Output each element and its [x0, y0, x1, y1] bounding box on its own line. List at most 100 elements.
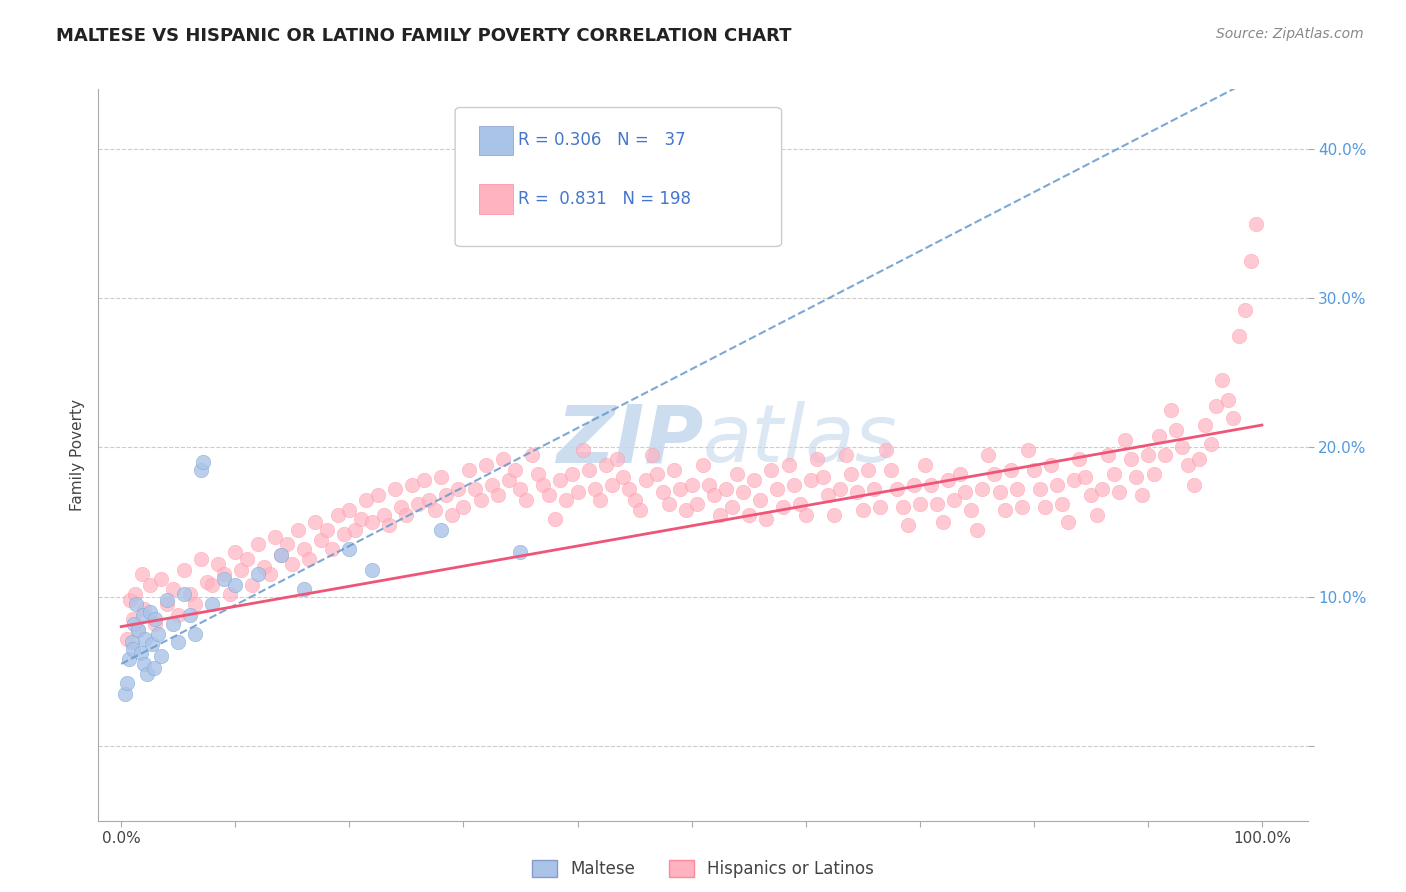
Point	[315, 523, 337, 537]
Point	[647, 467, 669, 482]
Point	[162, 616, 184, 631]
Point	[332, 527, 354, 541]
Point	[486, 488, 509, 502]
Point	[1108, 485, 1130, 500]
Point	[1097, 448, 1119, 462]
Text: MALTESE VS HISPANIC OR LATINO FAMILY POVERTY CORRELATION CHART: MALTESE VS HISPANIC OR LATINO FAMILY POV…	[56, 27, 792, 45]
Point	[1080, 488, 1102, 502]
Text: R = 0.306   N =   37: R = 0.306 N = 37	[517, 131, 686, 149]
Point	[839, 467, 862, 482]
Point	[942, 492, 965, 507]
Point	[247, 567, 270, 582]
Point	[744, 473, 766, 487]
Point	[406, 497, 429, 511]
Point	[1063, 473, 1085, 487]
Point	[1102, 467, 1125, 482]
Point	[224, 578, 246, 592]
Point	[156, 597, 179, 611]
Point	[931, 515, 953, 529]
Point	[1244, 217, 1267, 231]
Point	[145, 612, 167, 626]
Point	[132, 657, 155, 671]
Point	[309, 533, 332, 547]
Point	[326, 508, 349, 522]
Point	[789, 497, 811, 511]
Point	[1177, 458, 1199, 473]
Point	[361, 515, 384, 529]
Point	[908, 497, 931, 511]
Point	[134, 632, 156, 646]
Point	[1052, 497, 1074, 511]
Point	[652, 485, 675, 500]
Point	[1149, 428, 1171, 442]
Point	[1022, 463, 1045, 477]
Point	[395, 508, 418, 522]
Point	[498, 473, 520, 487]
Point	[1182, 477, 1205, 491]
Point	[173, 587, 195, 601]
Point	[994, 503, 1017, 517]
Point	[766, 482, 789, 496]
Legend: Maltese, Hispanics or Latinos: Maltese, Hispanics or Latinos	[531, 860, 875, 878]
Point	[1188, 452, 1211, 467]
Point	[118, 652, 141, 666]
Point	[384, 482, 406, 496]
Point	[1114, 433, 1136, 447]
Point	[1000, 463, 1022, 477]
Point	[692, 458, 714, 473]
Point	[1074, 470, 1097, 484]
Point	[823, 508, 845, 522]
Point	[125, 597, 148, 611]
Point	[1136, 448, 1159, 462]
Point	[201, 597, 224, 611]
Point	[429, 470, 451, 484]
Text: ZIP: ZIP	[555, 401, 703, 479]
Point	[800, 473, 823, 487]
Point	[145, 616, 167, 631]
Point	[988, 485, 1011, 500]
Point	[131, 567, 153, 582]
Point	[1216, 392, 1239, 407]
Point	[1119, 452, 1142, 467]
Point	[270, 548, 292, 562]
Point	[537, 488, 560, 502]
Point	[115, 676, 138, 690]
Point	[124, 587, 146, 601]
Point	[139, 605, 162, 619]
Point	[977, 448, 1000, 462]
Point	[373, 508, 395, 522]
Point	[561, 467, 583, 482]
Point	[1160, 403, 1182, 417]
Point	[276, 537, 298, 551]
Point	[755, 512, 778, 526]
Point	[817, 488, 839, 502]
Point	[555, 492, 578, 507]
Point	[139, 578, 162, 592]
Point	[1154, 448, 1177, 462]
Point	[567, 485, 589, 500]
Text: R =  0.831   N = 198: R = 0.831 N = 198	[517, 190, 690, 208]
Point	[526, 467, 548, 482]
FancyBboxPatch shape	[456, 107, 782, 246]
Point	[578, 463, 600, 477]
Point	[127, 623, 149, 637]
Point	[623, 492, 645, 507]
Point	[681, 477, 703, 491]
Point	[242, 578, 264, 592]
Point	[129, 647, 152, 661]
Point	[891, 500, 914, 515]
Point	[1130, 488, 1153, 502]
Text: Source: ZipAtlas.com: Source: ZipAtlas.com	[1216, 27, 1364, 41]
Point	[1039, 458, 1062, 473]
Point	[703, 488, 725, 502]
Point	[337, 541, 360, 556]
Point	[475, 458, 498, 473]
Point	[287, 523, 309, 537]
Point	[720, 500, 742, 515]
Point	[880, 463, 903, 477]
Point	[669, 482, 692, 496]
Point	[356, 492, 378, 507]
Point	[121, 612, 143, 626]
Point	[344, 523, 367, 537]
Point	[914, 458, 936, 473]
